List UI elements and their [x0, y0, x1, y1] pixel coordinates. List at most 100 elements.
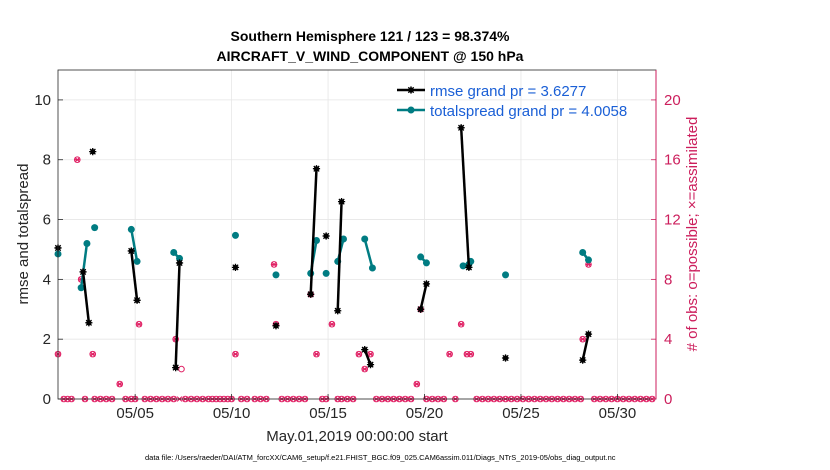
rmse-point [422, 280, 431, 288]
obs-assimilated-point [458, 321, 465, 328]
obs-assimilated-point [74, 156, 81, 163]
rmse-point-rays [133, 296, 141, 304]
totalspread-point [231, 231, 239, 239]
totalspread-point [272, 271, 280, 279]
rmse-point [579, 356, 587, 364]
rmse-point [457, 124, 465, 132]
rmse-point-rays [231, 263, 240, 271]
data-file-footer: data file: /Users/raeder/DAI/ATM_forcXX/… [145, 453, 616, 462]
legend-rmse-label: rmse grand pr = 3.6277 [430, 83, 586, 100]
totalspread-point [417, 253, 425, 261]
axis-ticks: 05/05 05/10 05/15 05/20 05/25 05/30 0 2 4 6 8 10 0 4 8… [34, 92, 680, 422]
obs-assimilated-point [328, 321, 335, 328]
totalspread-point [83, 239, 91, 247]
rmse-point-rays [85, 319, 93, 327]
y-left-tick-label: 4 [43, 271, 51, 288]
rmse-point [465, 263, 473, 271]
totalspread-point [77, 284, 85, 292]
obs-assimilated-point [413, 381, 420, 387]
totalspread-line-segment [363, 238, 374, 269]
rmse-point [361, 346, 369, 354]
y-axis-label-left: rmse and totalspread [15, 164, 32, 305]
rmse-point [337, 198, 346, 206]
rmse-point [334, 307, 342, 315]
totalspread-point [339, 235, 347, 243]
obs-assimilated-point [89, 351, 96, 357]
rmse-line-segment [419, 283, 428, 310]
rmse-point-rays [337, 198, 346, 206]
rmse-point [172, 363, 180, 372]
chart-title-line1: Southern Hemisphere 121 / 123 = 98.374% [231, 28, 511, 44]
rmse-point [175, 259, 184, 267]
rmse-point-rays [422, 280, 431, 288]
rmse-point-rays [417, 305, 425, 313]
chart-title-line2: AIRCRAFT_V_WIND_COMPONENT @ 150 hPa [217, 48, 524, 64]
totalspread-point [312, 236, 320, 244]
rmse-point [133, 296, 141, 304]
totalspread-line-segment [79, 243, 89, 288]
obs-assimilated-point [313, 351, 320, 357]
obs-assimilated-point [232, 351, 239, 357]
y-left-tick-label: 2 [43, 331, 51, 348]
totalspread-point [322, 269, 330, 277]
x-tick-label: 05/10 [213, 405, 251, 422]
rmse-point [307, 290, 315, 298]
y-axis-label-right: # of obs: o=possible; ×=assimilated [684, 117, 701, 352]
obs-assimilated-point [467, 351, 474, 357]
rmse-point [127, 247, 135, 255]
totalspread-point [368, 264, 376, 272]
y-right-tick-label: 16 [664, 152, 681, 169]
rmse-point-rays [584, 330, 593, 338]
rmse-point-rays [172, 363, 180, 372]
obs-assimilated-point [579, 336, 586, 342]
rmse-point [501, 354, 510, 362]
rmse-line-segment [309, 168, 318, 295]
y-right-tick-label: 0 [664, 391, 672, 408]
rmse-point-rays [175, 259, 184, 267]
obs-possible-point [178, 365, 185, 373]
rmse-line-segment [581, 333, 590, 361]
obs-assimilated-point [116, 381, 123, 387]
legend-rmse-star-rays [407, 86, 415, 94]
obs-assimilated-point [446, 351, 453, 357]
y-right-tick-label: 4 [664, 331, 672, 348]
legend-rmse-marker [407, 86, 415, 94]
rmse-point-rays [89, 148, 97, 156]
rmse-point [272, 322, 280, 330]
obs-assimilated-point [271, 261, 278, 268]
totalspread-point [176, 254, 184, 262]
totalspread-point [459, 262, 467, 270]
obs-assimilated-point [355, 351, 362, 357]
rmse-point [584, 330, 593, 338]
y-right-tick-label: 20 [664, 92, 681, 109]
rmse-point [85, 319, 93, 327]
plot-area [58, 70, 656, 399]
rmse-point [417, 305, 425, 313]
rmse-line-segment [459, 127, 471, 268]
rmse-point-rays [361, 346, 369, 354]
rmse-point-rays [272, 322, 280, 330]
rmse-point-rays [127, 247, 135, 255]
totalspread-point [502, 271, 510, 279]
totalspread-point [579, 248, 587, 256]
rmse-line-segment [363, 349, 372, 366]
totalspread-point [127, 225, 135, 233]
rmse-line-segment [130, 250, 139, 301]
rmse-point-rays [465, 263, 473, 271]
rmse-point [231, 263, 240, 271]
rmse-point [366, 361, 375, 369]
x-tick-label: 05/15 [309, 405, 347, 422]
rmse-point [312, 165, 321, 173]
rmse-point [89, 148, 97, 156]
rmse-point [79, 268, 87, 276]
totalspread-point [170, 248, 178, 256]
rmse-line-segment [336, 201, 343, 311]
totalspread-line-segment [130, 229, 139, 262]
x-tick-label: 05/20 [406, 405, 444, 422]
x-axis-label: May.01,2019 00:00:00 start [266, 428, 448, 445]
rmse-point [322, 232, 330, 240]
y-right-tick-label: 8 [664, 271, 672, 288]
rmse-point-rays [457, 124, 465, 132]
x-tick-label: 05/30 [599, 405, 637, 422]
legend-totalspread-label: totalspread grand pr = 4.0058 [430, 103, 627, 120]
